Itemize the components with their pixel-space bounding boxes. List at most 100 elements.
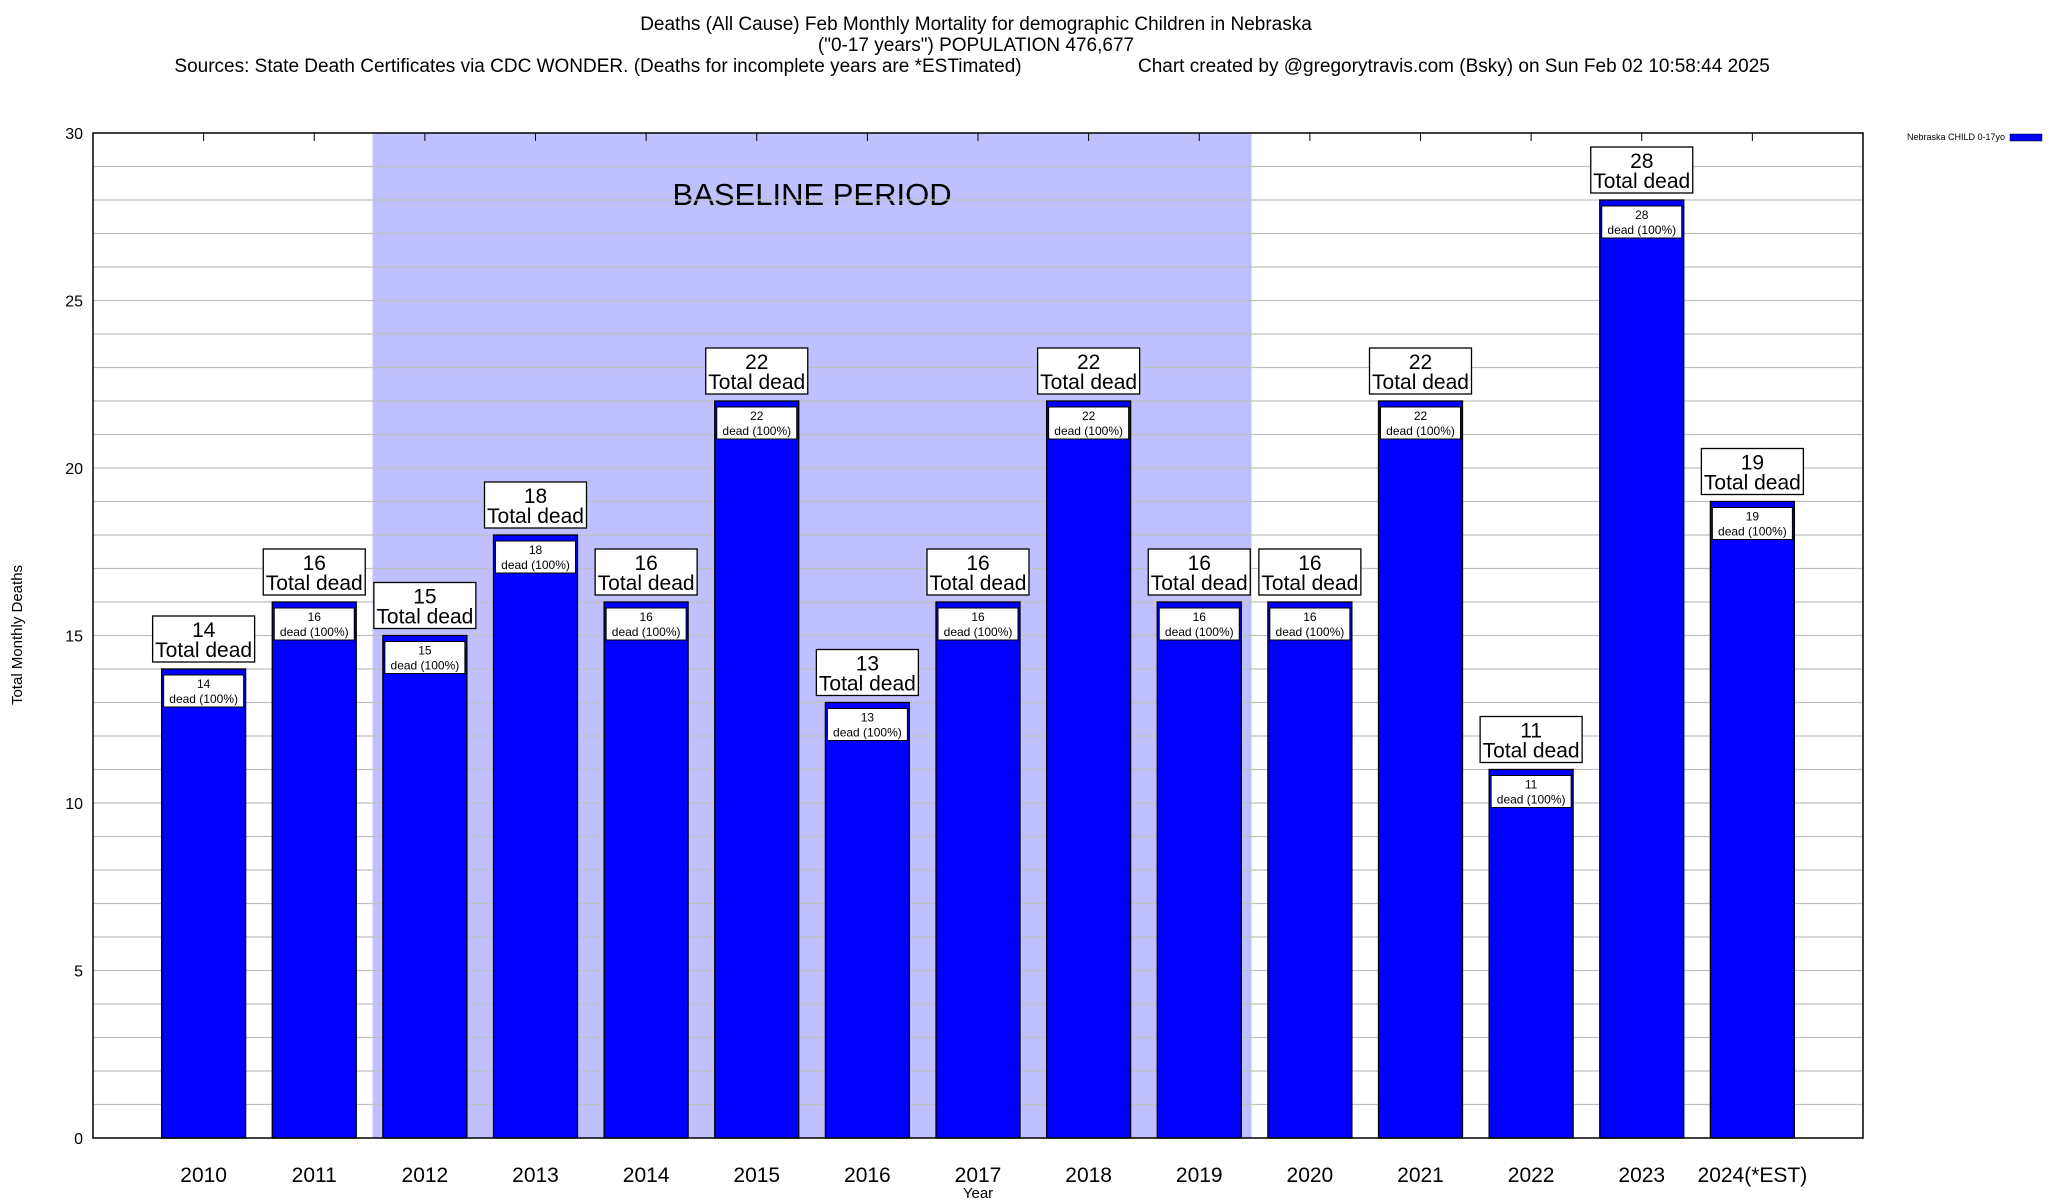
inner-label-box — [495, 540, 576, 574]
bar-2016 — [824, 701, 911, 1139]
inner-label-box — [1490, 775, 1572, 808]
inner-label-value: 22 — [1414, 409, 1428, 423]
total-label-box — [594, 548, 698, 596]
bar-2020 — [1267, 601, 1353, 1139]
total-label-value: 22 — [1409, 351, 1432, 374]
total-label-box — [705, 347, 809, 395]
total-label-box — [1590, 146, 1694, 194]
inner-label-value: 16 — [1303, 610, 1317, 624]
total-label-value: 16 — [1298, 552, 1321, 575]
chart-credit: Chart created by @gregorytravis.com (Bsk… — [1138, 56, 1770, 77]
inner-label-box — [384, 641, 466, 674]
bar-2018 — [1045, 400, 1132, 1139]
bar-2024(*EST) — [1709, 500, 1796, 1139]
total-label-box — [151, 615, 256, 663]
y-tick-label: 0 — [74, 1131, 83, 1148]
inner-label-text: dead (100%) — [501, 558, 570, 572]
inner-label-text: dead (100%) — [1054, 424, 1123, 438]
total-label-text: Total dead — [1593, 170, 1690, 193]
bar-2019 — [1156, 601, 1242, 1139]
inner-label-box — [1601, 205, 1683, 239]
chart-sources: Sources: State Death Certificates via CD… — [174, 56, 1021, 77]
inner-label-text: dead (100%) — [612, 625, 681, 639]
x-tick-label: 2015 — [733, 1164, 780, 1187]
inner-label-box — [1380, 406, 1461, 440]
total-label-box — [1700, 447, 1805, 496]
total-label-box — [1479, 715, 1583, 764]
total-label-value: 15 — [413, 586, 436, 609]
x-tick-label: 2013 — [512, 1164, 559, 1187]
inner-label-box — [937, 607, 1019, 641]
total-label-box — [1258, 548, 1362, 596]
inner-label-text: dead (100%) — [169, 692, 238, 706]
total-label-text: Total dead — [1040, 371, 1137, 394]
x-tick-label: 2024(*EST) — [1698, 1164, 1808, 1187]
bar-2015 — [714, 400, 800, 1139]
x-tick-label: 2010 — [180, 1164, 227, 1187]
total-label-text: Total dead — [1372, 371, 1469, 394]
y-tick-label: 10 — [65, 796, 83, 813]
inner-label-text: dead (100%) — [1165, 625, 1234, 639]
total-label-value: 16 — [303, 552, 326, 575]
total-label-text: Total dead — [598, 572, 695, 595]
total-label-value: 13 — [856, 653, 879, 676]
inner-label-box — [1269, 607, 1351, 641]
x-tick-label: 2016 — [844, 1164, 891, 1187]
x-tick-label: 2011 — [292, 1164, 337, 1187]
inner-label-text: dead (100%) — [280, 625, 349, 639]
x-tick-label: 2023 — [1618, 1164, 1665, 1187]
inner-label-box — [716, 406, 798, 440]
bar-2022 — [1488, 768, 1574, 1139]
total-label-box — [1147, 548, 1251, 596]
inner-label-value: 16 — [971, 610, 985, 624]
total-label-box — [926, 548, 1030, 596]
inner-label-value: 22 — [1082, 409, 1096, 423]
bar-2013 — [492, 534, 579, 1139]
total-label-value: 22 — [745, 351, 768, 374]
x-tick-label: 2017 — [955, 1164, 1002, 1187]
x-tick-label: 2021 — [1397, 1164, 1444, 1187]
total-label-text: Total dead — [1151, 572, 1248, 595]
bar-2010 — [160, 668, 247, 1139]
inner-label-value: 14 — [197, 677, 211, 691]
inner-label-text: dead (100%) — [1718, 525, 1787, 539]
total-label-text: Total dead — [819, 673, 916, 696]
baseline-period-label: BASELINE PERIOD — [673, 177, 952, 212]
inner-label-box — [826, 708, 908, 741]
total-label-box — [815, 648, 920, 697]
inner-label-box — [273, 607, 355, 641]
legend-swatch — [2009, 133, 2043, 142]
y-tick-label: 15 — [65, 629, 83, 646]
chart-subtitle: ("0-17 years") POPULATION 476,677 — [818, 35, 1134, 56]
inner-label-text: dead (100%) — [1497, 793, 1566, 807]
inner-label-text: dead (100%) — [722, 424, 791, 438]
x-tick-label: 2014 — [623, 1164, 670, 1187]
total-label-value: 22 — [1077, 351, 1100, 374]
inner-label-box — [163, 674, 245, 708]
legend-label: Nebraska CHILD 0-17yo — [1907, 132, 2005, 142]
inner-label-text: dead (100%) — [1607, 223, 1676, 237]
bar-2023 — [1599, 199, 1685, 1139]
inner-label-text: dead (100%) — [1386, 424, 1455, 438]
total-label-box — [1036, 347, 1141, 395]
inner-label-value: 16 — [639, 610, 653, 624]
x-tick-label: 2018 — [1065, 1164, 1112, 1187]
total-label-box — [373, 581, 477, 630]
total-label-value: 16 — [966, 552, 989, 575]
inner-label-value: 16 — [1193, 610, 1207, 624]
total-label-value: 18 — [524, 485, 547, 508]
inner-label-value: 18 — [529, 543, 543, 557]
total-label-text: Total dead — [1261, 572, 1358, 595]
y-tick-label: 5 — [74, 964, 83, 981]
total-label-value: 14 — [192, 619, 216, 642]
inner-label-text: dead (100%) — [391, 659, 460, 673]
total-label-value: 11 — [1520, 720, 1542, 743]
bar-2017 — [935, 601, 1021, 1139]
inner-label-value: 15 — [418, 644, 432, 658]
total-label-value: 28 — [1630, 150, 1653, 173]
x-tick-label: 2022 — [1508, 1164, 1555, 1187]
bar-2011 — [271, 601, 357, 1139]
x-axis-label: Year — [963, 1185, 993, 1200]
total-label-text: Total dead — [266, 572, 363, 595]
inner-label-box — [605, 607, 687, 641]
